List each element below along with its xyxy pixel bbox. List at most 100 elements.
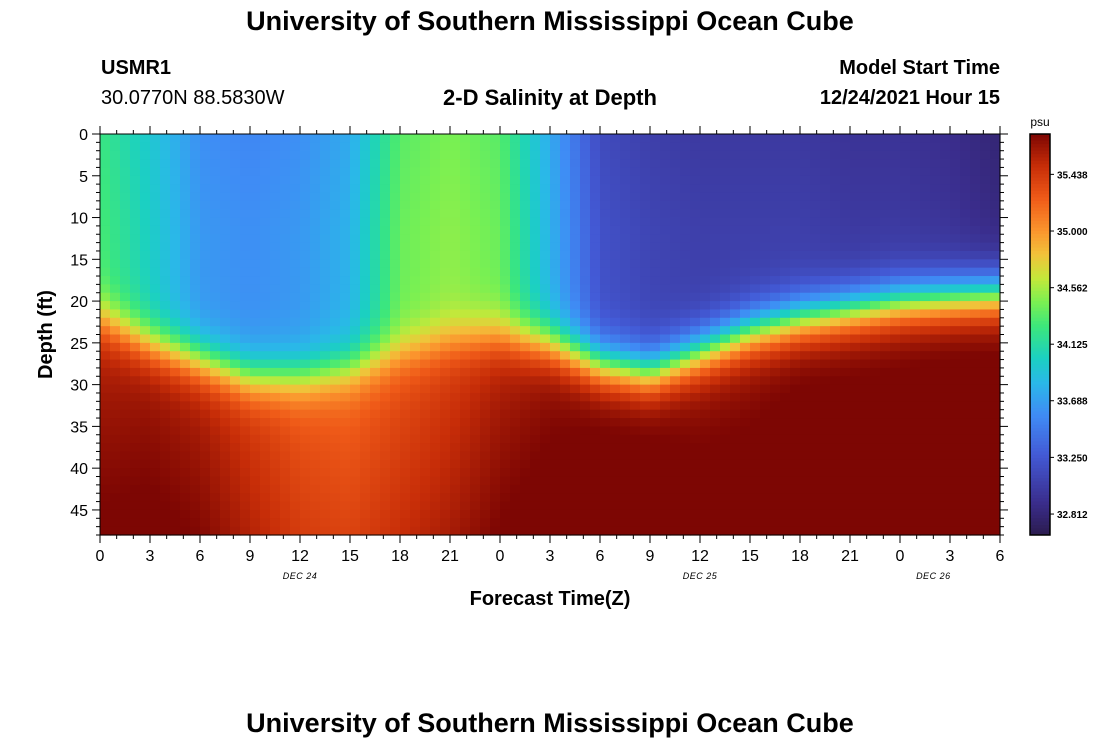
- heatmap-cell: [320, 175, 331, 185]
- heatmap-cell: [590, 509, 601, 519]
- heatmap-cell: [270, 376, 281, 386]
- heatmap-cell: [570, 476, 581, 486]
- heatmap-cell: [830, 501, 841, 511]
- heatmap-cell: [600, 367, 611, 377]
- heatmap-cell: [940, 167, 951, 177]
- heatmap-cell: [310, 401, 321, 411]
- heatmap-cell: [700, 468, 711, 478]
- heatmap-cell: [600, 342, 611, 352]
- heatmap-cell: [480, 376, 491, 386]
- heatmap-cell: [340, 284, 351, 294]
- heatmap-cell: [970, 326, 981, 336]
- heatmap-cell: [650, 209, 661, 219]
- heatmap-cell: [800, 409, 811, 419]
- heatmap-cell: [140, 451, 151, 461]
- heatmap-cell: [810, 267, 821, 277]
- heatmap-cell: [960, 167, 971, 177]
- heatmap-cell: [480, 284, 491, 294]
- heatmap-cell: [700, 267, 711, 277]
- heatmap-cell: [770, 376, 781, 386]
- heatmap-cell: [910, 401, 921, 411]
- heatmap-cell: [500, 409, 511, 419]
- heatmap-cell: [190, 526, 201, 536]
- heatmap-cell: [560, 376, 571, 386]
- heatmap-cell: [420, 376, 431, 386]
- heatmap-cell: [140, 326, 151, 336]
- heatmap-cell: [440, 493, 451, 503]
- heatmap-cell: [110, 317, 121, 327]
- heatmap-cell: [310, 326, 321, 336]
- heatmap-cell: [490, 334, 501, 344]
- heatmap-cell: [170, 509, 181, 519]
- heatmap-cell: [220, 509, 231, 519]
- heatmap-cell: [500, 518, 511, 528]
- heatmap-cell: [850, 150, 861, 160]
- heatmap-cell: [150, 192, 161, 202]
- heatmap-cell: [550, 242, 561, 252]
- heatmap-cell: [900, 167, 911, 177]
- heatmap-cell: [780, 501, 791, 511]
- heatmap-cell: [970, 267, 981, 277]
- heatmap-cell: [690, 167, 701, 177]
- heatmap-cell: [770, 301, 781, 311]
- heatmap-cell: [640, 175, 651, 185]
- heatmap-cell: [440, 459, 451, 469]
- heatmap-cell: [990, 426, 1001, 436]
- heatmap-cell: [730, 334, 741, 344]
- heatmap-cell: [250, 142, 261, 152]
- heatmap-cell: [190, 484, 201, 494]
- heatmap-cell: [260, 267, 271, 277]
- heatmap-cell: [130, 493, 141, 503]
- heatmap-cell: [650, 184, 661, 194]
- heatmap-cell: [600, 225, 611, 235]
- heatmap-cell: [470, 359, 481, 369]
- heatmap-cell: [380, 459, 391, 469]
- heatmap-cell: [100, 167, 111, 177]
- heatmap-cell: [370, 367, 381, 377]
- heatmap-cell: [130, 167, 141, 177]
- heatmap-cell: [780, 359, 791, 369]
- heatmap-cell: [230, 418, 241, 427]
- heatmap-cell: [140, 359, 151, 369]
- heatmap-cell: [950, 376, 961, 386]
- heatmap-cell: [690, 484, 701, 494]
- heatmap-cell: [240, 409, 251, 419]
- heatmap-cell: [150, 509, 161, 519]
- heatmap-cell: [640, 217, 651, 227]
- heatmap-cell: [120, 476, 131, 486]
- heatmap-cell: [710, 209, 721, 219]
- heatmap-cell: [690, 301, 701, 311]
- heatmap-cell: [290, 267, 301, 277]
- heatmap-cell: [240, 192, 251, 202]
- heatmap-cell: [530, 250, 541, 260]
- heatmap-cell: [690, 426, 701, 436]
- heatmap-cell: [530, 451, 541, 461]
- heatmap-cell: [810, 451, 821, 461]
- heatmap-cell: [840, 509, 851, 519]
- heatmap-cell: [970, 384, 981, 394]
- heatmap-cell: [520, 443, 531, 453]
- heatmap-cell: [460, 317, 471, 327]
- heatmap-cell: [500, 418, 511, 427]
- heatmap-cell: [250, 351, 261, 361]
- heatmap-cell: [780, 167, 791, 177]
- heatmap-cell: [830, 401, 841, 411]
- colorbar-swatch: [1030, 180, 1050, 185]
- heatmap-cell: [180, 476, 191, 486]
- heatmap-cell: [570, 167, 581, 177]
- heatmap-cell: [520, 493, 531, 503]
- heatmap-cell: [900, 468, 911, 478]
- heatmap-cell: [720, 200, 731, 210]
- heatmap-cell: [690, 200, 701, 210]
- heatmap-cell: [410, 367, 421, 377]
- heatmap-cell: [420, 392, 431, 402]
- heatmap-cell: [560, 359, 571, 369]
- heatmap-cell: [410, 451, 421, 461]
- heatmap-cell: [100, 501, 111, 511]
- heatmap-cell: [650, 501, 661, 511]
- heatmap-cell: [570, 150, 581, 160]
- heatmap-cell: [170, 326, 181, 336]
- heatmap-cell: [140, 292, 151, 302]
- heatmap-cell: [430, 259, 441, 269]
- heatmap-cell: [800, 418, 811, 427]
